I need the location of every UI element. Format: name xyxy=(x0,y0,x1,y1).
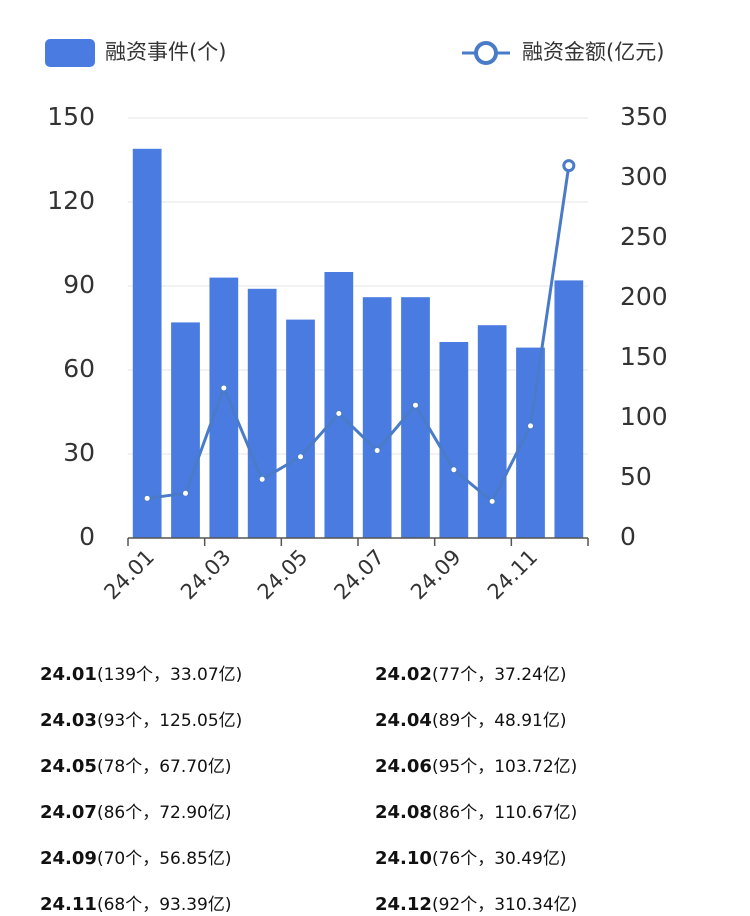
y2-tick-label: 350 xyxy=(620,102,668,131)
legend-swatch xyxy=(45,39,95,67)
line-point xyxy=(182,489,189,497)
line xyxy=(146,165,571,504)
y2-tick-label: 50 xyxy=(620,462,652,491)
x-tick-label: 24.03 xyxy=(176,545,235,604)
line-point xyxy=(220,384,228,392)
summary-item: 24.02(77个，37.24亿) xyxy=(375,660,567,685)
bar xyxy=(132,148,162,539)
x-tick-label: 24.09 xyxy=(406,545,465,604)
line-point xyxy=(297,453,304,461)
bar xyxy=(554,280,584,538)
period: 24.03 xyxy=(40,710,97,731)
x-tick-label: 24.05 xyxy=(253,545,312,604)
y-tick-label: 90 xyxy=(63,270,95,299)
detail: (76个，30.49亿) xyxy=(431,849,567,869)
line-point xyxy=(562,159,576,173)
bar-series xyxy=(132,148,584,539)
summary-item: 24.09(70个，56.85亿) xyxy=(40,844,232,869)
summary-item: 24.08(86个，110.67亿) xyxy=(375,798,577,823)
x-tick-label: 24.11 xyxy=(483,545,542,604)
summary-item: 24.01(139个，33.07亿) xyxy=(40,660,242,685)
bar xyxy=(209,277,239,538)
detail: (89个，48.91亿) xyxy=(431,711,567,731)
summary-item: 24.05(78个，67.70亿) xyxy=(40,752,232,777)
detail: (93个，125.05亿) xyxy=(96,711,243,731)
y-tick-label: 60 xyxy=(63,354,95,383)
legend-marker xyxy=(474,41,498,65)
summary-item: 24.10(76个，30.49亿) xyxy=(375,844,567,869)
x-tick-label: 24.07 xyxy=(329,545,388,604)
line-point xyxy=(143,494,151,502)
detail: (95个，103.72亿) xyxy=(431,757,578,777)
y2-tick-label: 150 xyxy=(620,342,668,371)
y-tick-label: 30 xyxy=(63,438,95,467)
summary-item: 24.03(93个，125.05亿) xyxy=(40,706,242,731)
y-tick-label: 120 xyxy=(47,186,95,215)
line-point xyxy=(412,401,419,409)
detail: (86个，72.90亿) xyxy=(96,803,232,823)
bar xyxy=(324,272,354,538)
y2-tick-label: 100 xyxy=(620,402,668,431)
detail: (92个，310.34亿) xyxy=(431,895,578,915)
y2-tick-label: 0 xyxy=(620,522,636,551)
y2-tick-label: 300 xyxy=(620,162,668,191)
period: 24.11 xyxy=(40,894,97,915)
summary-item: 24.12(92个，310.34亿) xyxy=(375,890,577,915)
summary-item: 24.07(86个，72.90亿) xyxy=(40,798,232,823)
detail: (68个，93.39亿) xyxy=(96,895,232,915)
period: 24.07 xyxy=(40,802,97,823)
period: 24.05 xyxy=(40,756,97,777)
line-point xyxy=(488,497,496,505)
legend-label: 融资事件(个) xyxy=(105,40,226,64)
bar xyxy=(477,325,507,538)
bar xyxy=(362,297,392,538)
period: 24.09 xyxy=(40,848,97,869)
period: 24.06 xyxy=(375,756,432,777)
period: 24.08 xyxy=(375,802,432,823)
y-tick-label: 0 xyxy=(79,522,95,551)
detail: (139个，33.07亿) xyxy=(96,665,243,685)
bar xyxy=(286,319,315,538)
detail: (70个，56.85亿) xyxy=(96,849,232,869)
period: 24.01 xyxy=(40,664,97,685)
detail: (77个，37.24亿) xyxy=(431,665,567,685)
line-point xyxy=(373,447,381,455)
line-point xyxy=(258,475,266,483)
bar xyxy=(439,342,469,538)
y-tick-label: 150 xyxy=(47,102,95,131)
period: 24.12 xyxy=(375,894,432,915)
bar xyxy=(171,322,200,538)
period: 24.04 xyxy=(375,710,432,731)
x-tick-label: 24.01 xyxy=(99,545,158,604)
summary-item: 24.04(89个，48.91亿) xyxy=(375,706,567,731)
period: 24.10 xyxy=(375,848,432,869)
chart: 融资事件(个) 融资金额(亿元) 0 30 60 90 120 150 0 50 100 150 200… xyxy=(45,39,668,604)
detail: (78个，67.70亿) xyxy=(96,757,232,777)
line-point xyxy=(335,410,343,418)
period: 24.02 xyxy=(375,664,432,685)
legend-label: 融资金额(亿元) xyxy=(522,40,664,64)
bar xyxy=(247,288,277,538)
summary-item: 24.06(95个，103.72亿) xyxy=(375,752,577,777)
y2-tick-label: 250 xyxy=(620,222,668,251)
summary-item: 24.11(68个，93.39亿) xyxy=(40,890,232,915)
y2-tick-label: 200 xyxy=(620,282,668,311)
line-point xyxy=(527,422,534,430)
detail: (86个，110.67亿) xyxy=(431,803,578,823)
line-point xyxy=(450,466,458,474)
